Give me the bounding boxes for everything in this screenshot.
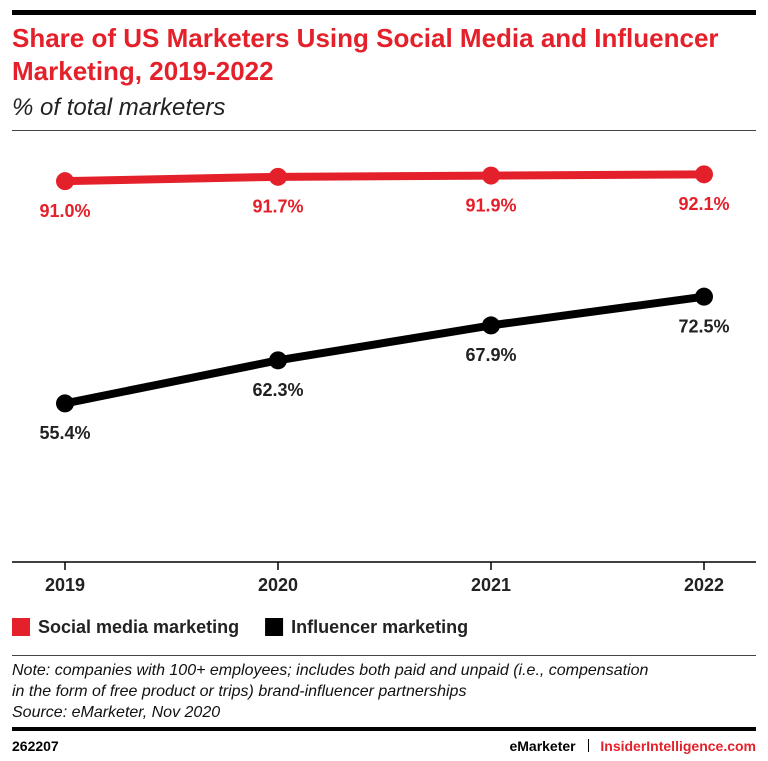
data-point xyxy=(269,351,287,370)
separator xyxy=(587,739,589,752)
chart-subtitle: % of total marketers xyxy=(12,94,226,121)
chart: 2019 2020 2021 2022 91.0% 91.7% 91.9% 92.1% 55.4… xyxy=(12,165,756,637)
data-label: 91.9% xyxy=(465,195,516,215)
data-label: 92.1% xyxy=(678,194,729,214)
series-line xyxy=(64,292,705,408)
legend-swatch xyxy=(265,618,284,636)
data-point xyxy=(482,316,500,335)
legend-label: Social media marketing xyxy=(38,617,239,637)
data-point xyxy=(56,172,74,191)
x-tick-label: 2019 xyxy=(45,575,85,595)
rule xyxy=(12,130,756,131)
x-tick-label: 2022 xyxy=(684,575,724,595)
chart-title: Share of US Marketers Using Social Media… xyxy=(12,23,719,86)
data-point xyxy=(269,167,287,186)
legend-swatch xyxy=(12,618,30,636)
bottom-rule xyxy=(12,727,756,731)
data-point xyxy=(695,287,713,306)
note: in the form of free product or trips) br… xyxy=(12,683,467,700)
data-label: 91.0% xyxy=(39,201,90,221)
data-point xyxy=(56,394,74,413)
site: InsiderIntelligence.com xyxy=(600,738,756,754)
series-line xyxy=(64,170,705,186)
data-point xyxy=(482,166,500,185)
legend-label: Influencer marketing xyxy=(291,617,468,637)
data-label: 55.4% xyxy=(39,423,90,443)
source: Source: eMarketer, Nov 2020 xyxy=(12,704,221,721)
footer: eMarketer InsiderIntelligence.com xyxy=(509,738,756,754)
data-label: 62.3% xyxy=(252,380,303,400)
top-rule xyxy=(12,10,756,15)
data-point xyxy=(695,165,713,184)
data-label: 67.9% xyxy=(465,345,516,365)
note: Note: companies with 100+ employees; inc… xyxy=(12,662,649,679)
rule xyxy=(12,655,756,656)
x-tick-label: 2020 xyxy=(258,575,298,595)
data-label: 91.7% xyxy=(252,197,303,217)
chart-id: 262207 xyxy=(12,738,59,754)
data-label: 72.5% xyxy=(678,316,729,336)
x-tick-label: 2021 xyxy=(471,575,511,595)
brand: eMarketer xyxy=(509,738,576,754)
